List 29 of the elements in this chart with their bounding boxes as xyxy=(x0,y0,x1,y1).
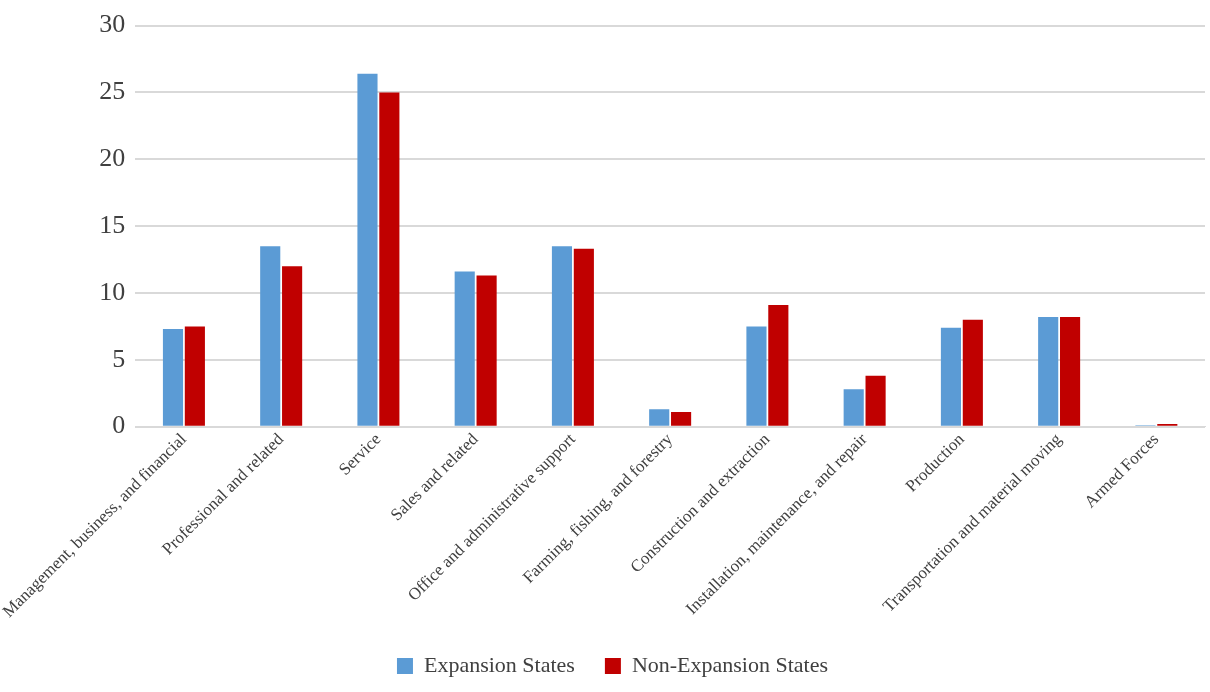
bar xyxy=(573,248,594,426)
y-tick-label: 0 xyxy=(112,410,126,440)
bar xyxy=(184,326,205,426)
bar xyxy=(1038,317,1059,426)
bar xyxy=(454,271,475,426)
bar xyxy=(260,246,281,426)
bar xyxy=(746,326,767,426)
y-tick-label: 15 xyxy=(99,209,126,239)
bar xyxy=(962,319,983,426)
bar xyxy=(162,329,184,426)
y-tick-label: 30 xyxy=(99,9,126,39)
bar xyxy=(940,327,962,426)
bar xyxy=(671,411,692,426)
bar xyxy=(357,73,378,426)
legend-label: Expansion States xyxy=(423,651,575,677)
bar xyxy=(551,246,573,426)
y-tick-label: 20 xyxy=(99,143,126,173)
bar xyxy=(1060,317,1081,426)
bar xyxy=(768,305,789,426)
bar xyxy=(282,266,303,426)
bar xyxy=(649,409,670,426)
y-tick-label: 5 xyxy=(112,343,126,373)
bar xyxy=(843,389,864,426)
bar xyxy=(379,92,400,426)
bar xyxy=(865,375,886,426)
bar xyxy=(476,275,497,426)
y-tick-label: 10 xyxy=(99,276,126,306)
y-tick-label: 25 xyxy=(99,76,126,106)
legend-label: Non-Expansion States xyxy=(631,651,829,677)
